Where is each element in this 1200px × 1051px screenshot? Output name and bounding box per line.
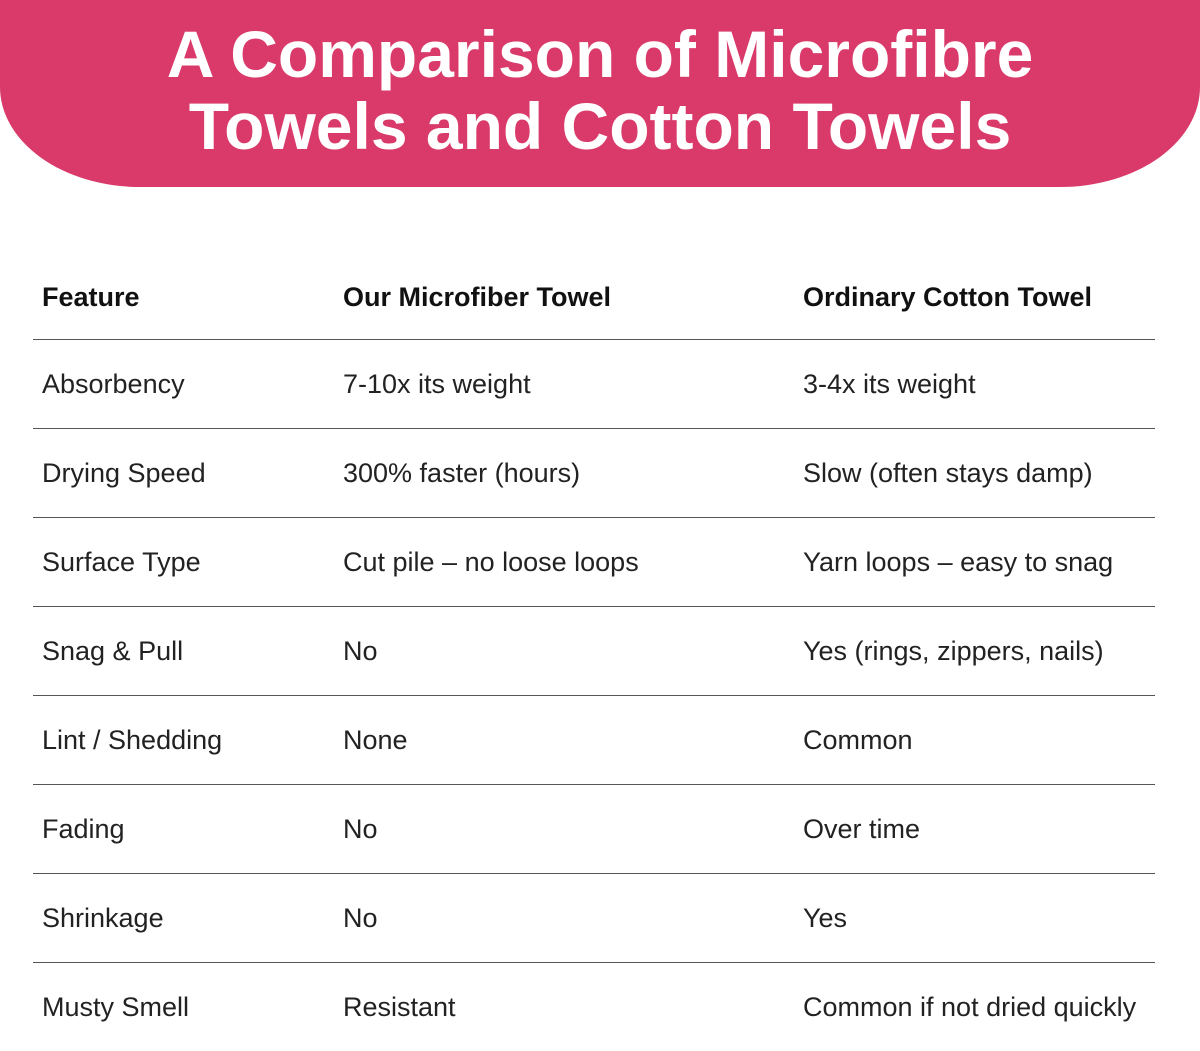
- table-cell: No: [334, 874, 794, 963]
- table-cell: 7-10x its weight: [334, 340, 794, 429]
- table-cell: Shrinkage: [33, 874, 334, 963]
- table-cell: Drying Speed: [33, 429, 334, 518]
- column-header: Feature: [33, 255, 334, 340]
- title-line: A Comparison of Microfibre: [0, 18, 1200, 90]
- table-cell: Common: [794, 696, 1155, 785]
- table-cell: Absorbency: [33, 340, 334, 429]
- table-cell: Yes (rings, zippers, nails): [794, 607, 1155, 696]
- table-cell: Snag & Pull: [33, 607, 334, 696]
- table-cell: Common if not dried quickly: [794, 963, 1155, 1051]
- table-cell: Musty Smell: [33, 963, 334, 1051]
- column-header: Ordinary Cotton Towel: [794, 255, 1155, 340]
- page: {"header": {"title_lines": ["A Compariso…: [0, 0, 1200, 1026]
- table-cell: Slow (often stays damp): [794, 429, 1155, 518]
- table-cell: Lint / Shedding: [33, 696, 334, 785]
- table-cell: Yes: [794, 874, 1155, 963]
- table-cell: Fading: [33, 785, 334, 874]
- table-cell: None: [334, 696, 794, 785]
- table-cell: Resistant: [334, 963, 794, 1051]
- table-cell: 300% faster (hours): [334, 429, 794, 518]
- title-line: Towels and Cotton Towels: [0, 90, 1200, 162]
- table-cell: No: [334, 785, 794, 874]
- column-header: Our Microfiber Towel: [334, 255, 794, 340]
- table-cell: No: [334, 607, 794, 696]
- table-cell: Cut pile – no loose loops: [334, 518, 794, 607]
- table-cell: Over time: [794, 785, 1155, 874]
- table-cell: Surface Type: [33, 518, 334, 607]
- table-cell: Yarn loops – easy to snag: [794, 518, 1155, 607]
- table-cell: 3-4x its weight: [794, 340, 1155, 429]
